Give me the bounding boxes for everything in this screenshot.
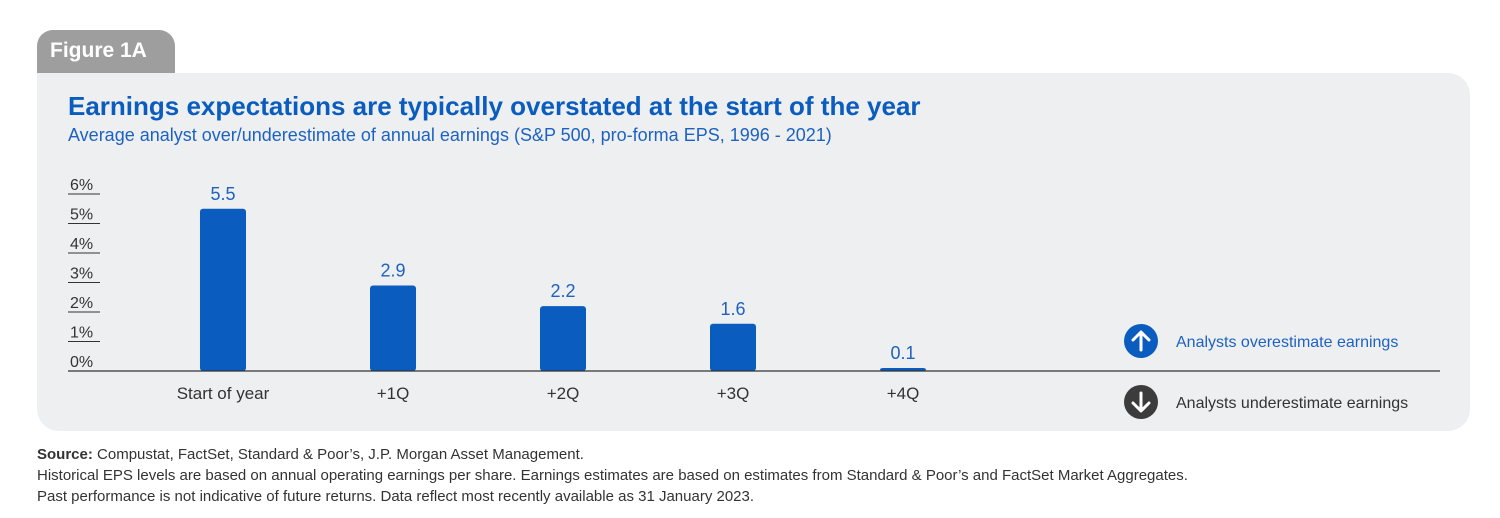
bar [200,208,246,371]
data-label: 1.6 [720,299,745,319]
x-tick-label: Start of year [177,384,270,403]
y-tick-label: 3% [70,266,93,283]
legend-label: Analysts overestimate earnings [1176,334,1398,351]
chart-subtitle: Average analyst over/underestimate of an… [68,125,832,145]
source-line: Source: Compustat, FactSet, Standard & P… [37,444,1188,465]
x-tick-label: +2Q [547,384,580,403]
bar [370,285,416,371]
data-label: 0.1 [890,343,915,363]
y-axis: 0% 1% 2% 3% 4% 5% 6% [68,177,100,372]
data-label: 5.5 [210,184,235,204]
y-tick-label: 6% [70,177,93,194]
legend-label: Analysts underestimate earnings [1176,395,1408,412]
y-tick-label: 5% [70,207,93,224]
x-axis: Start of year +1Q +2Q +3Q +4Q [68,370,1440,403]
y-tick-label: 0% [70,354,93,371]
arrow-down-circle-icon [1124,385,1158,419]
chart-title: Earnings expectations are typically over… [68,91,921,121]
arrow-up-circle-icon [1124,324,1158,358]
x-tick-label: +1Q [377,384,410,403]
figure-label: Figure 1A [37,30,175,73]
footnote-eps: Historical EPS levels are based on annua… [37,467,1188,484]
y-tick-label: 2% [70,295,93,312]
bar [710,323,756,371]
footnote-performance: Past performance is not indicative of fu… [37,488,755,505]
source-text: Compustat, FactSet, Standard & Poor’s, J… [97,446,584,463]
data-label: 2.9 [380,260,405,280]
bar-series: 5.5 2.9 2.2 1.6 0.1 [200,184,926,371]
y-tick-label: 1% [70,325,93,342]
x-tick-label: +4Q [887,384,920,403]
legend: Analysts overestimate earnings Analysts u… [1124,324,1408,419]
y-tick-label: 4% [70,236,93,253]
x-tick-label: +3Q [717,384,750,403]
bar [880,368,926,371]
footer: Source: Compustat, FactSet, Standard & P… [37,444,1188,507]
bar [540,306,586,371]
source-label: Source: [37,446,93,463]
data-label: 2.2 [550,281,575,301]
